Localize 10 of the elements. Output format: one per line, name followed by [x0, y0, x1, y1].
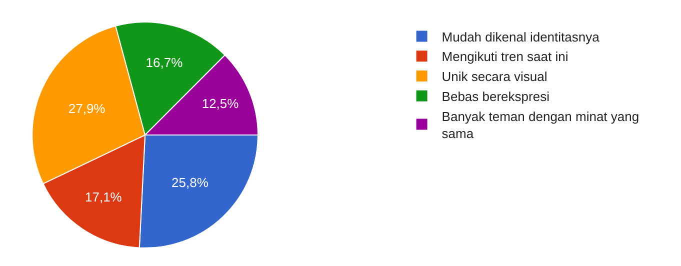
legend-label: Mengikuti tren saat ini [442, 49, 568, 64]
data-label: 17,1% [85, 190, 122, 205]
data-label: 12,5% [202, 96, 240, 112]
data-label: 25,8% [172, 174, 209, 190]
legend-label: Bebas berekspresi [442, 89, 550, 104]
legend-label: Banyak teman dengan minat yang sama [442, 108, 640, 141]
legend-label: Mudah dikenal identitasnya [442, 29, 600, 44]
data-label: 27,9% [68, 100, 106, 116]
data-label: 16,7% [146, 54, 184, 70]
legend-label: Unik secara visual [442, 69, 548, 84]
